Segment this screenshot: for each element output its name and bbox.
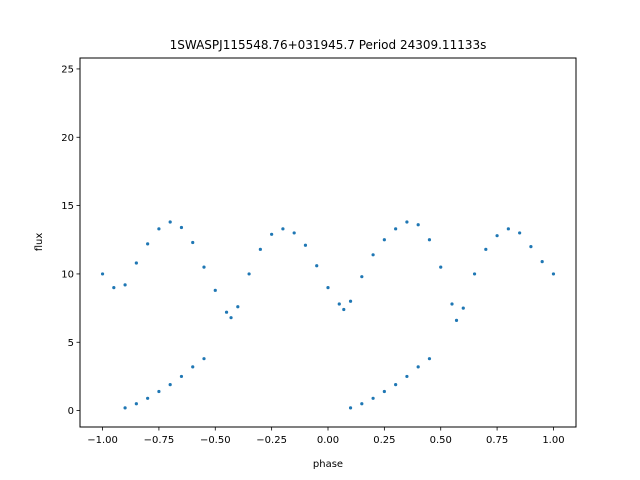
x-tick-label: −0.25 bbox=[256, 435, 287, 446]
data-point bbox=[247, 272, 251, 276]
data-point bbox=[371, 253, 375, 257]
data-point bbox=[258, 247, 262, 251]
x-tick-label: 0.75 bbox=[486, 435, 508, 446]
data-point bbox=[382, 389, 386, 394]
x-tick-label: 0.00 bbox=[317, 435, 339, 446]
y-axis: 0 5 10 15 20 25 bbox=[61, 64, 80, 417]
data-point bbox=[472, 272, 477, 276]
data-point bbox=[427, 357, 432, 361]
data-point bbox=[518, 231, 522, 235]
data-point bbox=[416, 365, 420, 369]
data-point bbox=[416, 223, 420, 227]
data-point bbox=[224, 310, 229, 314]
data-point bbox=[146, 242, 150, 246]
data-point bbox=[213, 288, 217, 292]
data-point bbox=[439, 265, 443, 269]
data-point bbox=[551, 272, 556, 276]
data-point bbox=[202, 357, 206, 361]
data-point bbox=[191, 240, 195, 245]
x-axis: −1.00 −0.75 −0.50 −0.25 0.00 0.25 0.50 0.75 1.00 bbox=[87, 427, 565, 446]
data-point bbox=[506, 227, 510, 231]
data-point bbox=[179, 374, 184, 379]
data-point bbox=[315, 264, 319, 268]
data-point bbox=[360, 402, 364, 406]
x-tick-label: −0.75 bbox=[144, 435, 175, 446]
data-point bbox=[100, 272, 105, 276]
data-point bbox=[427, 238, 432, 242]
x-tick-label: 0.50 bbox=[430, 435, 452, 446]
data-point bbox=[229, 316, 233, 320]
data-point bbox=[461, 306, 465, 310]
data-point bbox=[348, 406, 353, 410]
data-point bbox=[495, 234, 499, 238]
data-point bbox=[371, 396, 375, 400]
data-point bbox=[123, 406, 127, 410]
data-point bbox=[168, 383, 172, 387]
data-point bbox=[529, 245, 533, 249]
data-point bbox=[405, 374, 409, 379]
data-point bbox=[157, 227, 161, 231]
data-point bbox=[360, 275, 364, 279]
data-point bbox=[168, 220, 172, 224]
data-point bbox=[134, 402, 138, 406]
y-tick-label: 15 bbox=[61, 201, 74, 212]
data-point bbox=[179, 225, 184, 230]
x-tick-label: −1.00 bbox=[87, 435, 118, 446]
y-tick-label: 0 bbox=[68, 406, 74, 417]
x-tick-label: −0.50 bbox=[200, 435, 231, 446]
data-point bbox=[342, 307, 346, 312]
data-point bbox=[292, 231, 296, 235]
plot-frame bbox=[79, 57, 577, 428]
data-point bbox=[348, 299, 353, 303]
x-axis-label: phase bbox=[313, 459, 343, 470]
data-point bbox=[382, 238, 386, 242]
data-point bbox=[112, 286, 116, 290]
y-tick-label: 25 bbox=[61, 64, 74, 75]
data-point bbox=[337, 302, 341, 306]
y-tick-label: 5 bbox=[68, 338, 74, 349]
chart-title: 1SWASPJ115548.76+031945.7 Period 24309.1… bbox=[170, 38, 487, 52]
y-axis-label: flux bbox=[34, 233, 45, 252]
data-point bbox=[303, 243, 308, 247]
data-point bbox=[123, 283, 127, 287]
data-point bbox=[270, 232, 274, 236]
data-point bbox=[146, 396, 150, 400]
data-point bbox=[484, 247, 488, 251]
data-point bbox=[281, 227, 285, 231]
data-point bbox=[191, 365, 195, 369]
data-point bbox=[394, 227, 398, 231]
data-point bbox=[405, 220, 409, 224]
data-point bbox=[236, 305, 240, 309]
data-point bbox=[326, 286, 330, 290]
data-points bbox=[100, 220, 556, 410]
data-point bbox=[540, 260, 544, 264]
data-point bbox=[134, 261, 138, 265]
y-tick-label: 20 bbox=[61, 133, 74, 144]
data-point bbox=[157, 389, 161, 394]
y-tick-label: 10 bbox=[61, 269, 74, 280]
x-tick-label: 0.25 bbox=[373, 435, 395, 446]
x-tick-label: 1.00 bbox=[542, 435, 564, 446]
data-point bbox=[394, 383, 398, 387]
data-point bbox=[454, 318, 459, 322]
data-point bbox=[202, 265, 206, 269]
data-point bbox=[450, 302, 454, 306]
